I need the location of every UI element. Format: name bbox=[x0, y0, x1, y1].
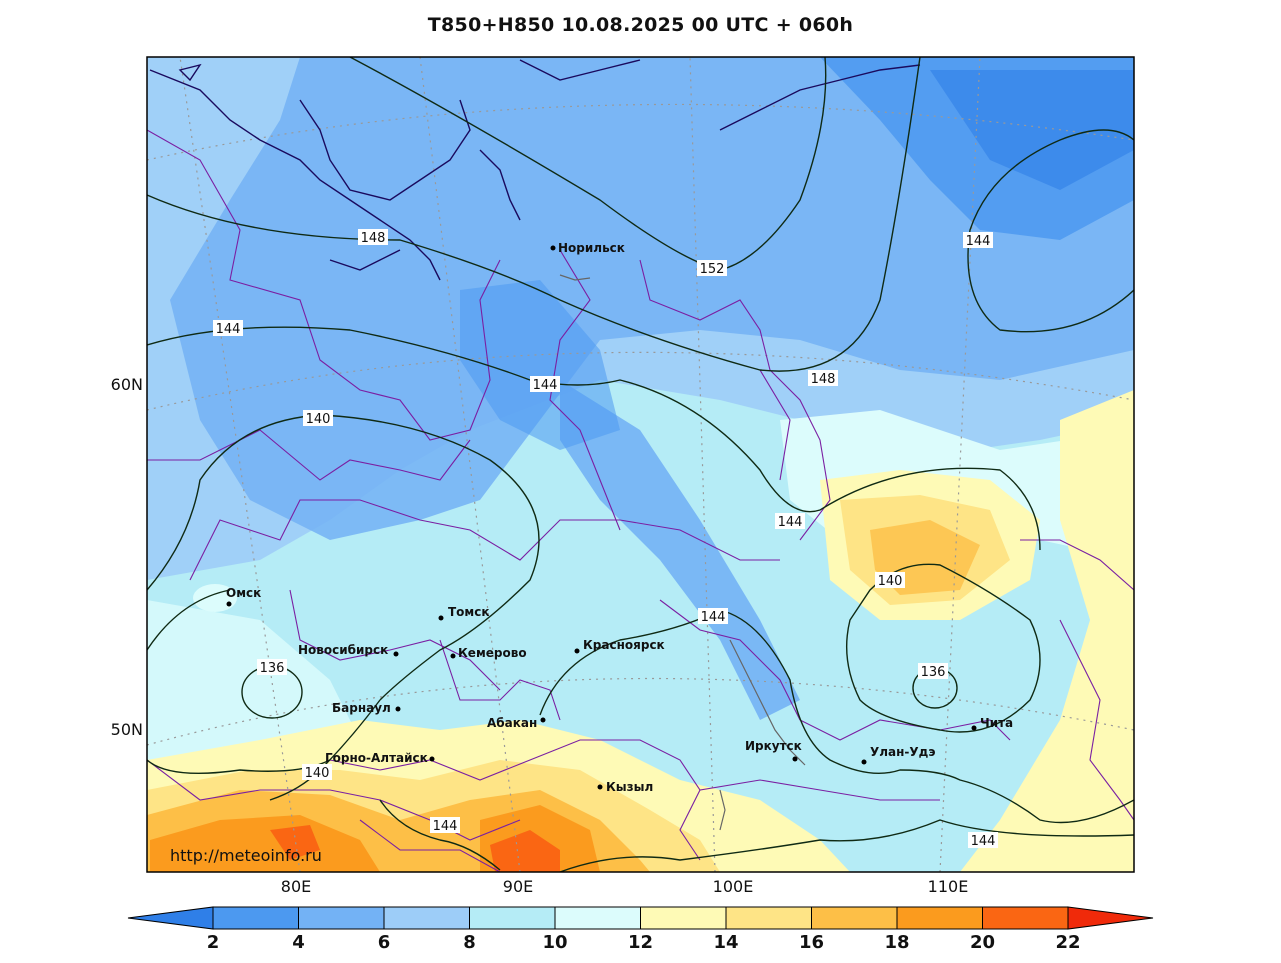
lon-label: 80E bbox=[281, 877, 311, 896]
colorbar-tick-label: 10 bbox=[542, 932, 567, 953]
colorbar-tick-label: 2 bbox=[207, 932, 220, 953]
lon-label: 100E bbox=[713, 877, 754, 896]
contour-label: 140 bbox=[306, 412, 331, 427]
city-dot bbox=[438, 615, 444, 621]
source-url: http://meteoinfo.ru bbox=[170, 846, 322, 865]
city-dot bbox=[597, 784, 603, 790]
cities: Норильск Омск Томск Новосибирск Кемерово… bbox=[226, 241, 1013, 794]
colorbar-segment bbox=[811, 906, 898, 930]
colorbar-tick-label: 6 bbox=[378, 932, 391, 953]
colorbar-segment bbox=[298, 906, 385, 930]
lakes bbox=[559, 274, 806, 831]
colorbar-segment bbox=[383, 906, 470, 930]
temperature-field bbox=[147, 57, 1134, 872]
graticule bbox=[147, 57, 1134, 872]
city-dot bbox=[550, 245, 556, 251]
colorbar-tick-label: 14 bbox=[713, 932, 738, 953]
city-dot bbox=[226, 601, 232, 607]
contour-label: 144 bbox=[433, 819, 458, 834]
city-label: Норильск bbox=[558, 241, 625, 255]
colorbar-segment bbox=[640, 906, 727, 930]
colorbar-tick-label: 12 bbox=[628, 932, 653, 953]
contour-label: 136 bbox=[260, 661, 285, 676]
colorbar-segment bbox=[896, 906, 983, 930]
city-dot bbox=[540, 717, 546, 723]
contour-label: 140 bbox=[305, 766, 330, 781]
city-dot bbox=[429, 756, 435, 762]
city-label: Улан-Удэ bbox=[870, 745, 935, 759]
colorbar-tick-label: 20 bbox=[970, 932, 995, 953]
city-label: Красноярск bbox=[583, 638, 665, 652]
city-dot bbox=[395, 706, 401, 712]
contour-label: 152 bbox=[700, 262, 725, 277]
city-dot bbox=[861, 759, 867, 765]
contour-label: 144 bbox=[701, 610, 726, 625]
lat-label: 60N bbox=[111, 375, 143, 394]
map-frame bbox=[146, 56, 1135, 873]
map-title: T850+H850 10.08.2025 00 UTC + 060h bbox=[427, 14, 854, 36]
colorbar: 2 4 6 8 10 12 14 16 18 20 22 bbox=[127, 906, 1154, 953]
city-label: Чита bbox=[980, 716, 1013, 730]
colorbar-tick-label: 8 bbox=[463, 932, 476, 953]
contour-label: 136 bbox=[921, 665, 946, 680]
city-label: Иркутск bbox=[745, 739, 802, 753]
colorbar-tick-label: 4 bbox=[292, 932, 305, 953]
contour-label: 144 bbox=[966, 234, 991, 249]
lon-label: 90E bbox=[503, 877, 533, 896]
colorbar-tick-label: 16 bbox=[799, 932, 824, 953]
contour-label: 144 bbox=[533, 378, 558, 393]
colorbar-segment bbox=[982, 906, 1069, 930]
city-dot bbox=[450, 653, 456, 659]
city-label: Кемерово bbox=[458, 646, 527, 660]
contour-label: 144 bbox=[971, 834, 996, 849]
contour-label: 144 bbox=[778, 515, 803, 530]
contour-label: 144 bbox=[216, 322, 241, 337]
colorbar-segment bbox=[212, 906, 299, 930]
city-label: Горно-Алтайск bbox=[325, 751, 428, 765]
colorbar-segment bbox=[469, 906, 556, 930]
city-label: Новосибирск bbox=[298, 643, 388, 657]
city-label: Омск bbox=[226, 586, 261, 600]
city-dot bbox=[393, 651, 399, 657]
city-dot bbox=[792, 756, 798, 762]
contour-label: 148 bbox=[811, 372, 836, 387]
lat-label: 50N bbox=[111, 720, 143, 739]
colorbar-segment bbox=[725, 906, 812, 930]
city-label: Абакан bbox=[487, 716, 537, 730]
city-label: Кызыл bbox=[606, 780, 653, 794]
colorbar-segment bbox=[1067, 906, 1154, 930]
colorbar-tick-label: 22 bbox=[1055, 932, 1080, 953]
colorbar-segment bbox=[554, 906, 641, 930]
city-dot bbox=[574, 648, 580, 654]
colorbar-tick-label: 18 bbox=[884, 932, 909, 953]
city-dot bbox=[971, 725, 977, 731]
lon-label: 110E bbox=[928, 877, 969, 896]
contour-label: 140 bbox=[878, 574, 903, 589]
contour-label: 148 bbox=[361, 231, 386, 246]
city-label: Томск bbox=[448, 605, 490, 619]
contour-labels: 148 152 144 144 144 148 140 144 144 140 … bbox=[213, 229, 998, 849]
city-label: Барнаул bbox=[332, 701, 391, 715]
colorbar-segment bbox=[127, 906, 214, 930]
coastline bbox=[149, 59, 921, 281]
